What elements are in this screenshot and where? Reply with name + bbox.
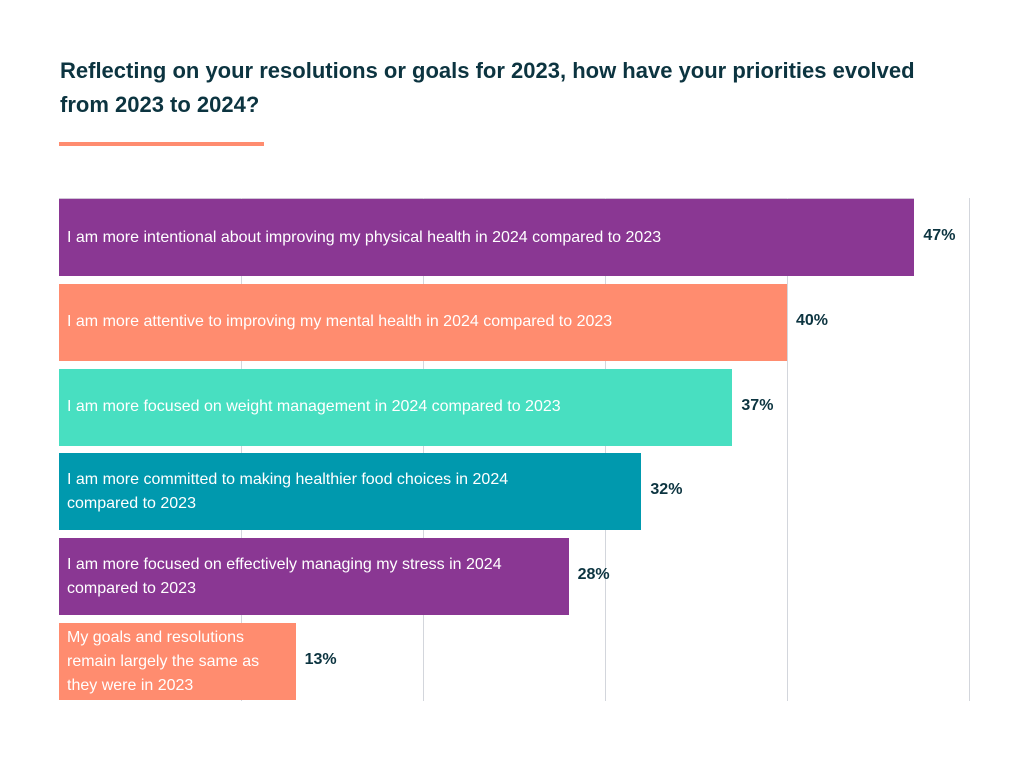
bar-label: I am more attentive to improving my ment… (67, 313, 613, 331)
plot-top-border (59, 198, 915, 199)
value-label: 37% (741, 396, 774, 414)
bar: I am more focused on weight management i… (59, 368, 733, 446)
gridline (423, 198, 424, 701)
value-label: 40% (796, 311, 829, 329)
bar-label: I am more focused on weight management i… (67, 398, 561, 416)
value-label: 28% (577, 566, 610, 584)
gridline (969, 198, 970, 701)
bar: I am more intentional about improving my… (59, 199, 915, 276)
gridline (787, 198, 788, 701)
gridline (605, 198, 606, 701)
bar-label: I am more committed to making healthier … (67, 470, 509, 512)
value-label: 13% (304, 651, 337, 668)
bar-label: I am more focused on effectively managin… (67, 555, 502, 597)
bar-chart: I am more intentional about improving my… (59, 198, 971, 701)
chart-title: Reflecting on your resolutions or goals … (60, 58, 915, 117)
value-label: 47% (923, 227, 956, 244)
bar: I am more committed to making healthier … (59, 453, 642, 531)
bar: My goals and resolutions remain largely … (59, 623, 296, 700)
gridline (241, 198, 242, 701)
value-label: 32% (650, 481, 683, 499)
bar: I am more focused on effectively managin… (59, 538, 569, 616)
bar-label: My goals and resolutions remain largely … (67, 628, 260, 694)
bar-label: I am more intentional about improving my… (67, 228, 662, 246)
title-underline (59, 142, 264, 146)
bar: I am more attentive to improving my ment… (59, 283, 787, 361)
